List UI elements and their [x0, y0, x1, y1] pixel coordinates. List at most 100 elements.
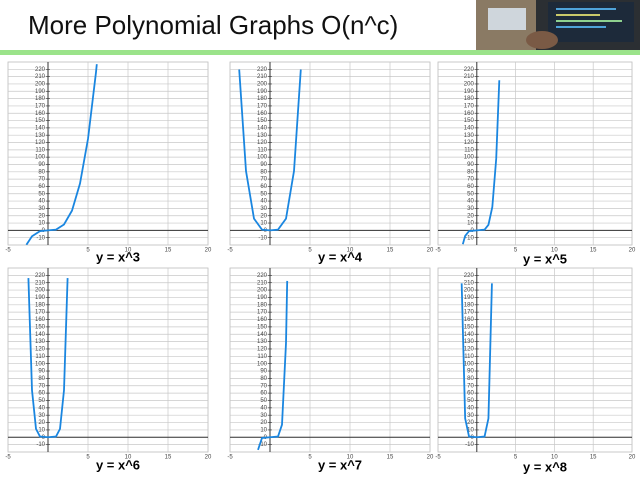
y-tick-label: 210 [257, 280, 268, 286]
y-tick-label: 110 [464, 147, 474, 153]
header-rule [0, 50, 640, 55]
y-tick-label: 30 [260, 206, 267, 212]
y-tick-label: 10 [38, 221, 45, 227]
chart: -100102030405060708090100110120130140150… [435, 61, 636, 266]
x-tick-label: 10 [551, 455, 558, 461]
photo [476, 0, 640, 50]
y-tick-label: 90 [467, 162, 474, 168]
chart-title: y = x^7 [318, 457, 362, 472]
y-tick-label: 190 [35, 89, 46, 95]
chart-title: y = x^3 [96, 249, 140, 264]
y-tick-label: 110 [464, 354, 474, 360]
y-tick-label: 140 [35, 125, 46, 131]
y-tick-label: 100 [257, 361, 268, 367]
x-tick-label: 10 [347, 248, 354, 254]
curve [238, 69, 302, 232]
curve [461, 80, 501, 245]
y-tick-label: 10 [260, 221, 267, 227]
y-tick-label: 100 [464, 361, 475, 367]
x-tick-label: 15 [165, 455, 172, 461]
title-main: More Polynomial Graphs [28, 10, 314, 40]
chart: -100102030405060708090100110120130140150… [5, 61, 212, 264]
y-tick-label: 100 [35, 155, 46, 161]
y-tick-label: 30 [467, 206, 474, 212]
y-tick-label: 180 [257, 96, 268, 102]
y-tick-label: 20 [38, 420, 45, 426]
y-tick-label: 200 [464, 82, 475, 88]
y-tick-label: 90 [260, 162, 267, 168]
y-tick-label: 140 [257, 332, 268, 338]
y-tick-label: 20 [467, 420, 474, 426]
chart: -100102030405060708090100110120130140150… [227, 61, 434, 264]
y-tick-label: 100 [464, 155, 475, 161]
plot-area [229, 61, 431, 246]
y-tick-label: 70 [467, 177, 474, 183]
plot-area [7, 267, 209, 453]
x-tick-label: 5 [308, 455, 312, 461]
y-tick-label: -10 [258, 235, 267, 241]
x-tick-label: 15 [387, 455, 394, 461]
y-tick-label: 70 [467, 383, 474, 389]
y-tick-label: 130 [464, 133, 475, 139]
y-tick-label: 170 [464, 103, 475, 109]
y-tick-label: 130 [35, 339, 46, 345]
chart-title: y = x^4 [318, 249, 363, 264]
x-tick-label: 20 [629, 455, 636, 461]
y-tick-label: 60 [467, 391, 474, 397]
y-tick-label: 80 [38, 376, 45, 382]
x-tick-label: 15 [165, 248, 172, 254]
y-tick-label: 120 [35, 140, 46, 146]
y-tick-label: 180 [35, 302, 46, 308]
x-tick-label: -5 [227, 248, 233, 254]
y-tick-label: 220 [257, 67, 268, 73]
y-tick-label: 130 [464, 339, 475, 345]
y-tick-label: 200 [35, 288, 46, 294]
y-tick-label: 100 [35, 361, 46, 367]
y-tick-label: 10 [467, 427, 474, 433]
y-tick-label: 120 [257, 140, 268, 146]
y-tick-label: 80 [467, 169, 474, 175]
y-tick-label: 140 [464, 332, 475, 338]
y-tick-label: 130 [257, 339, 268, 345]
y-tick-label: 40 [38, 405, 45, 411]
y-tick-label: 160 [35, 317, 46, 323]
y-tick-label: 50 [467, 398, 474, 404]
y-tick-label: 60 [38, 184, 45, 190]
y-tick-label: 90 [260, 369, 267, 375]
y-tick-label: 50 [38, 398, 45, 404]
y-tick-label: 60 [260, 391, 267, 397]
y-tick-label: 220 [257, 273, 268, 279]
x-tick-label: -5 [5, 248, 11, 254]
y-tick-label: 190 [35, 295, 46, 301]
y-tick-label: 140 [464, 125, 475, 131]
x-tick-label: 5 [514, 455, 518, 461]
y-tick-label: 190 [464, 295, 475, 301]
y-tick-label: 20 [38, 213, 45, 219]
curve [25, 64, 98, 245]
y-tick-label: 180 [464, 302, 475, 308]
x-tick-label: -5 [5, 455, 11, 461]
y-tick-label: 200 [257, 82, 268, 88]
y-tick-label: 220 [464, 273, 475, 279]
curve [257, 280, 289, 451]
x-tick-label: 20 [427, 455, 434, 461]
x-tick-label: 20 [629, 248, 636, 254]
y-tick-label: 120 [35, 347, 46, 353]
y-tick-label: 200 [35, 82, 46, 88]
y-tick-label: 200 [257, 288, 268, 294]
y-tick-label: 10 [260, 427, 267, 433]
y-tick-label: 10 [38, 427, 45, 433]
y-tick-label: -10 [36, 442, 45, 448]
y-tick-label: 190 [257, 295, 268, 301]
y-tick-label: 30 [38, 206, 45, 212]
x-tick-label: 20 [427, 248, 434, 254]
y-tick-label: 20 [260, 213, 267, 219]
y-tick-label: 50 [467, 191, 474, 197]
y-tick-label: 40 [38, 199, 45, 205]
y-tick-label: 140 [35, 332, 46, 338]
y-tick-label: 160 [464, 111, 475, 117]
y-tick-label: 120 [464, 347, 475, 353]
x-tick-label: 15 [590, 248, 597, 254]
y-tick-label: 160 [257, 111, 268, 117]
x-tick-label: 15 [590, 455, 597, 461]
